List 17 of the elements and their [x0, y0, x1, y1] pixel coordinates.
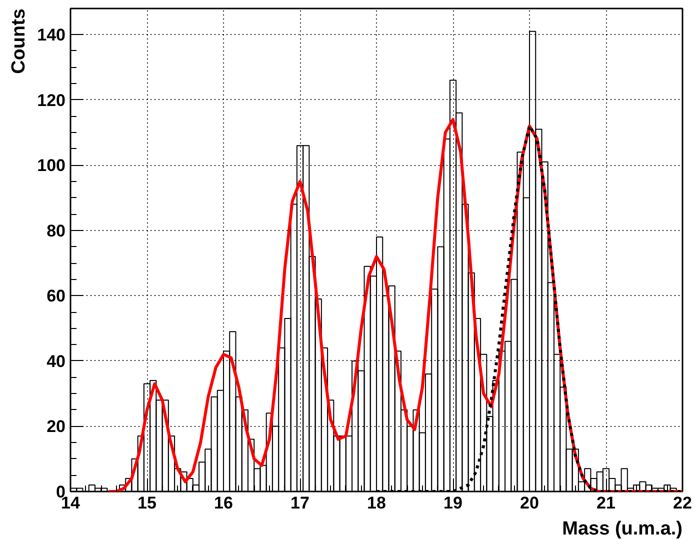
x-tick-label: 15 — [138, 494, 156, 512]
y-tick-label: 80 — [46, 221, 66, 240]
x-tick-label: 16 — [214, 494, 233, 512]
x-tick-label: 20 — [520, 494, 539, 512]
x-tick-label: 21 — [596, 494, 616, 512]
x-tick-label: 22 — [673, 494, 692, 512]
x-tick-label: 17 — [290, 494, 310, 512]
y-tick-label: 40 — [46, 352, 66, 371]
y-axis-title: Counts — [8, 8, 30, 74]
x-tick-label: 18 — [367, 494, 386, 512]
y-tick-label: 120 — [37, 90, 66, 110]
x-tick-label: 19 — [444, 494, 462, 512]
y-tick-label: 140 — [37, 26, 66, 45]
x-axis-title: Mass (u.m.a.) — [562, 518, 683, 540]
y-tick-label: 20 — [46, 417, 66, 436]
y-tick-label: 100 — [37, 156, 66, 176]
y-tick-label: 60 — [46, 286, 66, 306]
